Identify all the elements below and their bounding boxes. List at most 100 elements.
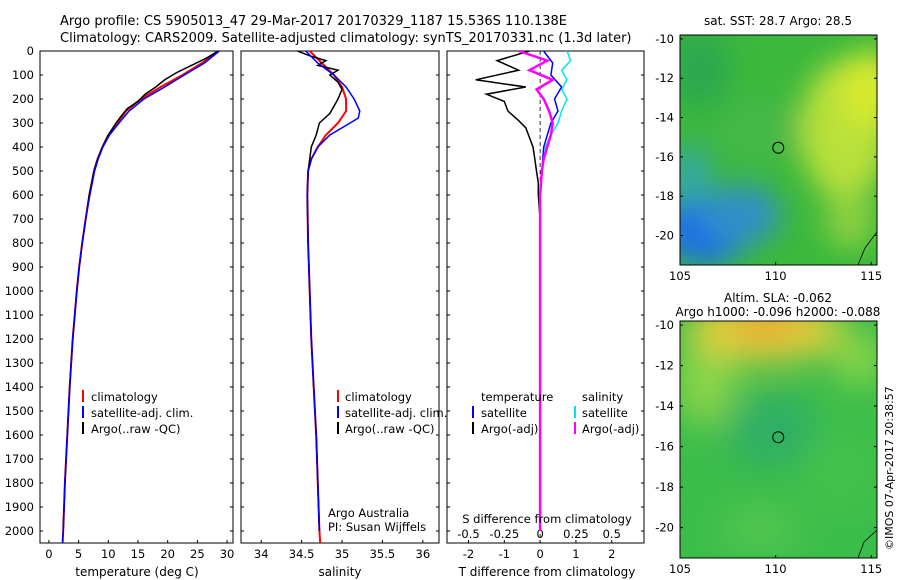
difference-axes-frame (446, 50, 645, 544)
s-difference-tick-label: -0.25 (489, 527, 519, 541)
sla-lon-tick-labels: 105 110 115 (669, 555, 882, 576)
sla-map-panel: Altim. SLA: -0.062 Argo h1000: -0.096 h2… (655, 291, 882, 576)
sla-heatmap (680, 321, 877, 558)
sla-map-title: Altim. SLA: -0.062 (724, 291, 832, 305)
s-satellite-line (539, 51, 572, 531)
lat-tick-label: -10 (655, 32, 674, 46)
temperature-xlabel: temperature (deg C) (75, 565, 198, 579)
depth-tick-label: 200 (12, 92, 34, 106)
t-difference-xlabel: T difference from climatology (458, 565, 636, 579)
lat-tick-label: -16 (655, 150, 674, 164)
legend-heading-temperature: temperature (481, 390, 553, 404)
t-difference-tick-label: -1 (499, 547, 510, 561)
header-line1: Argo profile: CS 5905013_47 29-Mar-2017 … (60, 14, 567, 29)
salinity-tick-label: 35 (335, 547, 350, 561)
s-difference-xlabel: S difference from climatology (462, 512, 632, 526)
lon-tick-label: 110 (765, 269, 787, 283)
depth-tick-label: 1000 (5, 284, 34, 298)
annotation-argo-australia: Argo Australia (328, 506, 409, 520)
legend-label-climatology: climatology (345, 390, 412, 404)
legend-heading-salinity: salinity (582, 390, 623, 404)
depth-tick-label: 800 (12, 236, 34, 250)
depth-tick-label: 1600 (5, 428, 34, 442)
salinity-lines (297, 51, 361, 543)
legend-label-argo: Argo(..raw -QC) (91, 422, 181, 436)
lat-tick-label: -12 (655, 71, 674, 85)
climatology-line (61, 51, 219, 543)
difference-legend: temperature satellite Argo(-adj) salinit… (472, 390, 639, 436)
header-line2: Climatology: CARS2009. Satellite-adjuste… (60, 31, 632, 46)
t-difference-tick-label: -2 (463, 547, 474, 561)
s-difference-tick-label: 0.5 (603, 527, 621, 541)
depth-tick-label: 1400 (5, 380, 34, 394)
salinity-tick-labels: 34 34.5 35 35.5 36 (254, 540, 430, 561)
temperature-panel: 0100200300400500600700800900100011001200… (5, 44, 644, 579)
depth-tick-label: 0 (27, 44, 34, 58)
lon-tick-label: 105 (669, 562, 691, 576)
sst-lat-tick-labels: -10 -12 -14 -16 -18 -20 (655, 32, 877, 243)
temperature-legend: climatology satellite-adj. clim. Argo(..… (82, 390, 193, 436)
temperature-tick-label: 10 (101, 547, 116, 561)
salinity-panel: 34 34.5 35 35.5 36 salinity climatology sate… (240, 50, 447, 579)
lon-tick-label: 115 (860, 269, 882, 283)
legend-label-climatology: climatology (91, 390, 158, 404)
argo-position-marker (772, 141, 785, 154)
salinity-xlabel: salinity (318, 565, 361, 579)
depth-tick-label: 1700 (5, 452, 34, 466)
depth-tick-labels: 0 100 200 300 400 500 600 700 800 900 1000 1100 1200… (5, 44, 644, 538)
s-argo-line (518, 51, 556, 531)
difference-panel: -2 -1 0 1 2 -0.5 -0.25 0 0.25 0.5 S difference f… (446, 50, 645, 579)
lon-tick-label: 115 (860, 562, 882, 576)
depth-tick-label: 400 (12, 140, 34, 154)
temperature-lines (61, 51, 220, 543)
s-difference-tick-label: -0.5 (457, 527, 479, 541)
temperature-tick-label: 25 (190, 547, 205, 561)
argo-line (297, 51, 343, 532)
temperature-tick-labels: 0 5 10 15 20 25 30 (45, 540, 234, 561)
lat-tick-label: -20 (655, 229, 674, 243)
salinity-legend: climatology satellite-adj. clim. Argo(..… (337, 390, 447, 436)
depth-tick-label: 700 (12, 212, 34, 226)
satellite-line (305, 51, 361, 532)
footer-credit: ©IMOS 07-Apr-2017 20:38:57 (883, 386, 896, 550)
t-difference-tick-label: 0 (536, 547, 543, 561)
depth-tick-label: 300 (12, 116, 34, 130)
salinity-tick-label: 35.5 (370, 547, 396, 561)
legend-label-satellite: satellite-adj. clim. (345, 406, 447, 420)
salinity-tick-label: 34.5 (289, 547, 315, 561)
lat-tick-label: -12 (655, 359, 674, 373)
temperature-tick-label: 0 (45, 547, 52, 561)
depth-tick-label: 500 (12, 164, 34, 178)
depth-tick-label: 900 (12, 260, 34, 274)
salinity-tick-label: 34 (254, 547, 269, 561)
legend-label-s-argo: Argo(-adj) (582, 422, 639, 436)
lat-tick-label: -18 (655, 480, 674, 494)
t-difference-tick-labels: -2 -1 0 1 2 (463, 540, 615, 561)
depth-tick-label: 1900 (5, 500, 34, 514)
salinity-axes-frame (240, 50, 440, 544)
temperature-tick-label: 15 (131, 547, 146, 561)
annotation-pi: PI: Susan Wijffels (328, 520, 426, 534)
sla-map-subtitle: Argo h1000: -0.096 h2000: -0.088 (676, 305, 881, 319)
sst-lon-tick-labels: 105 110 115 (669, 262, 882, 283)
depth-tick-label: 1500 (5, 404, 34, 418)
lon-tick-label: 110 (765, 562, 787, 576)
temperature-axes-frame (39, 50, 234, 544)
temperature-tick-label: 20 (160, 547, 175, 561)
lat-tick-label: -14 (655, 399, 674, 413)
legend-label-argo: Argo(..raw -QC) (345, 422, 435, 436)
t-argo-line (475, 51, 541, 531)
lat-tick-label: -18 (655, 189, 674, 203)
satellite-line (61, 51, 220, 543)
t-difference-tick-label: 1 (572, 547, 579, 561)
depth-tick-label: 100 (12, 68, 34, 82)
t-difference-tick-label: 2 (608, 547, 615, 561)
temperature-tick-label: 30 (220, 547, 235, 561)
depth-tick-label: 1100 (5, 308, 34, 322)
sla-lat-tick-labels: -10 -12 -14 -16 -18 -20 (655, 318, 877, 535)
lat-tick-label: -20 (655, 521, 674, 535)
lon-tick-label: 105 (669, 269, 691, 283)
sst-map-title: sat. SST: 28.7 Argo: 28.5 (704, 14, 852, 28)
depth-tick-label: 600 (12, 188, 34, 202)
